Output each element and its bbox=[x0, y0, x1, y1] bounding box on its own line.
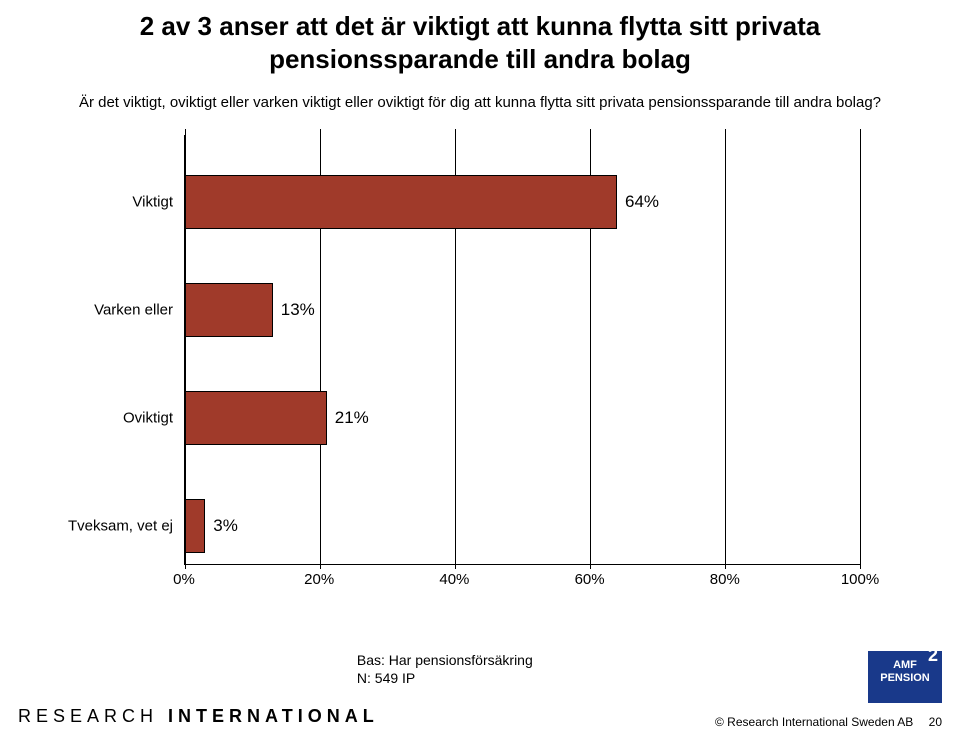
base-line-1: Bas: Har pensionsförsäkring bbox=[357, 651, 533, 669]
amf-line-2: PENSION bbox=[868, 672, 942, 685]
x-tick-label: 0% bbox=[173, 571, 195, 588]
copyright-text: © Research International Sweden AB bbox=[715, 715, 913, 729]
category-label: Tveksam, vet ej bbox=[45, 518, 185, 535]
x-tick-label: 80% bbox=[710, 571, 740, 588]
bar-row: Tveksam, vet ej3% bbox=[185, 499, 860, 553]
base-line-2: N: 549 IP bbox=[357, 669, 533, 687]
category-label: Varken eller bbox=[45, 302, 185, 319]
x-tick-label: 100% bbox=[841, 571, 879, 588]
bar-row: Varken eller13% bbox=[185, 283, 860, 337]
bar-value-label: 21% bbox=[335, 408, 369, 428]
copyright: © Research International Sweden AB 20 bbox=[715, 715, 942, 729]
plot-area: Viktigt64% Varken eller13% Oviktigt21% Tvek… bbox=[184, 135, 860, 565]
logo-text-b: INTERNATIONAL bbox=[168, 706, 379, 726]
category-label: Viktigt bbox=[45, 194, 185, 211]
x-tick-label: 20% bbox=[304, 571, 334, 588]
gridline bbox=[860, 129, 861, 569]
chart-subtitle: Är det viktigt, oviktigt eller varken vi… bbox=[60, 93, 900, 113]
bar bbox=[185, 499, 205, 553]
chart: Viktigt64% Varken eller13% Oviktigt21% Tvek… bbox=[120, 135, 860, 595]
bar bbox=[185, 391, 327, 445]
bar-value-label: 13% bbox=[281, 300, 315, 320]
bar bbox=[185, 283, 273, 337]
x-tick-label: 60% bbox=[575, 571, 605, 588]
bar-value-label: 64% bbox=[625, 192, 659, 212]
logo-text-a: RESEARCH bbox=[18, 706, 168, 726]
category-label: Oviktigt bbox=[45, 410, 185, 427]
x-axis: 0%20%40%60%80%100% bbox=[184, 565, 860, 595]
bar-value-label: 3% bbox=[213, 516, 238, 536]
bar-row: Viktigt64% bbox=[185, 175, 860, 229]
chart-title: 2 av 3 anser att det är viktigt att kunn… bbox=[60, 10, 900, 75]
x-tick-label: 40% bbox=[439, 571, 469, 588]
research-international-logo: RESEARCH INTERNATIONAL bbox=[18, 706, 379, 727]
footer-base-info: Bas: Har pensionsförsäkring N: 549 IP bbox=[357, 651, 533, 687]
page-number: 20 bbox=[929, 715, 942, 729]
bar-row: Oviktigt21% bbox=[185, 391, 860, 445]
bar bbox=[185, 175, 617, 229]
amf-pension-logo: 2 AMF PENSION bbox=[868, 651, 942, 703]
amf-superscript: 2 bbox=[928, 645, 938, 667]
